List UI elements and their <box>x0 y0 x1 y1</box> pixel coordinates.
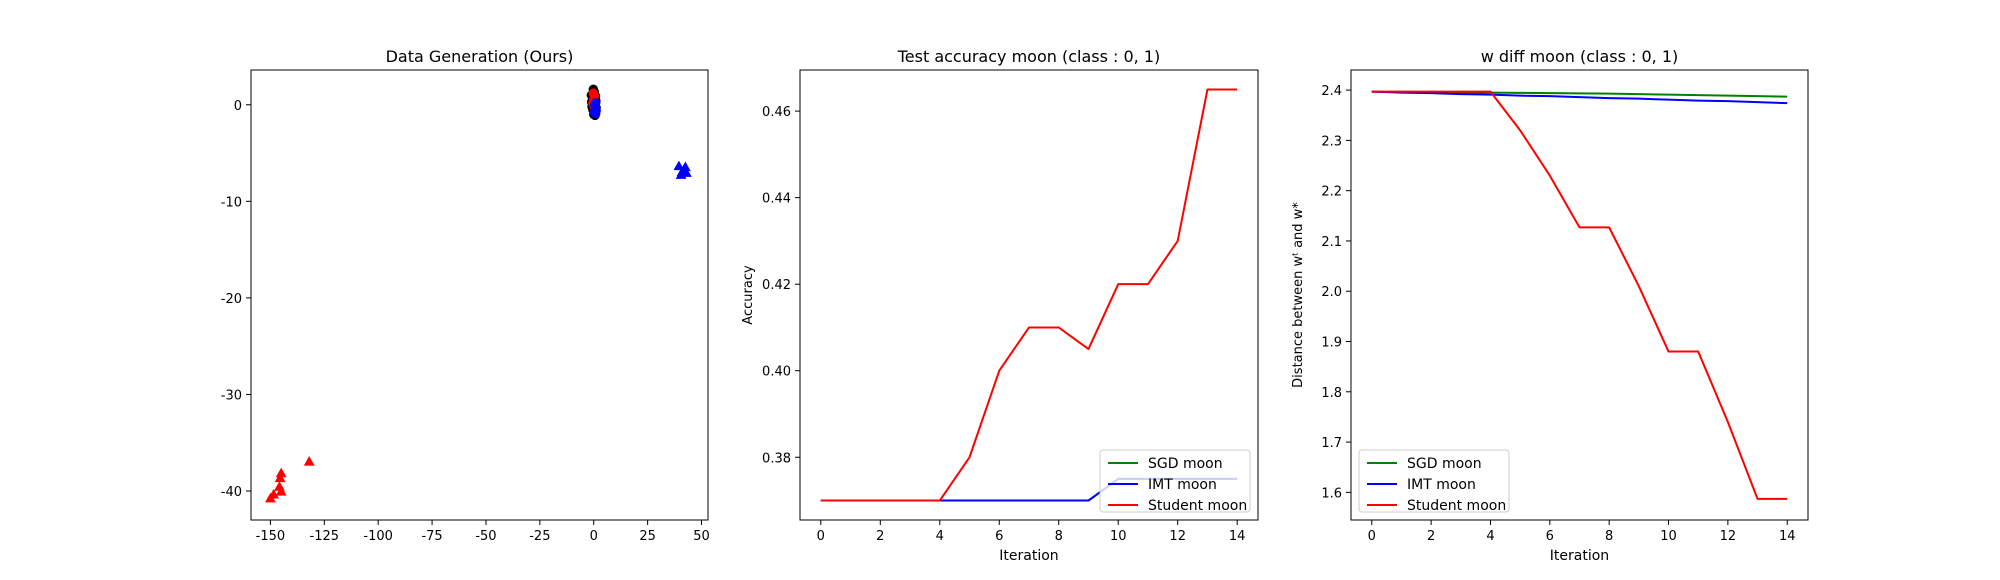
series-line-student-moon <box>820 88 1238 502</box>
chart-3: w diff moon (class : 0, 1) 0 2 4 6 8 10 12 14 1.6… <box>1291 47 1809 564</box>
chart-title: w diff moon (class : 0, 1) <box>1481 47 1679 66</box>
x-tick-label: 25 <box>639 529 656 544</box>
y-tick-label: 1.9 <box>1321 336 1342 351</box>
y-tick-label: 1.7 <box>1321 436 1342 451</box>
y-tick-label: 2.3 <box>1321 134 1342 149</box>
y-tick-label: 2.0 <box>1321 285 1342 300</box>
x-tick-label: 50 <box>693 529 710 544</box>
legend-label: Student moon <box>1148 498 1247 514</box>
legend-label: Student moon <box>1407 498 1506 514</box>
red-triangle-point <box>274 472 286 483</box>
y-tick-label: 2.4 <box>1321 84 1342 99</box>
legend-box <box>1099 449 1251 513</box>
y-tick-label: 1.8 <box>1321 386 1342 401</box>
y-tick-label: -30 <box>221 388 242 403</box>
chart-1: Data Generation (Ours)-150 -125 -100 -75 -50… <box>221 47 710 544</box>
series-line-imt-moon <box>1371 90 1788 105</box>
x-tick-label: -150 <box>256 529 286 544</box>
y-tick-label: 0.42 <box>762 278 791 293</box>
blue-triangle-point <box>681 167 692 177</box>
chart-title: Test accuracy moon (class : 0, 1) <box>897 47 1161 66</box>
x-tick-label: 14 <box>1779 529 1796 544</box>
y-tick-label: 0.38 <box>762 451 791 466</box>
blue-point <box>590 108 601 119</box>
y-tick-label: 2.1 <box>1321 235 1342 250</box>
plot-frame <box>799 69 1259 521</box>
x-tick-label: -75 <box>421 529 442 544</box>
x-tick-label: 0 <box>1368 529 1376 544</box>
y-tick-label: -20 <box>221 292 242 307</box>
x-tick-label: 12 <box>1720 529 1737 544</box>
red-triangle-point <box>303 456 315 466</box>
x-tick-label: -100 <box>363 529 393 544</box>
legend-label: SGD moon <box>1407 456 1482 472</box>
x-tick-label: 14 <box>1229 529 1246 544</box>
legend: SGD moon IMT moon Student moon <box>1358 449 1510 514</box>
legend-label: IMT moon <box>1407 477 1476 493</box>
y-axis-label: Distance between wᵗ and w* <box>1291 202 1306 388</box>
x-tick-label: 0 <box>817 529 825 544</box>
x-tick-label: 6 <box>995 529 1003 544</box>
y-tick-label: 2.2 <box>1321 185 1342 200</box>
y-tick-label: 1.6 <box>1321 486 1342 501</box>
y-tick-label: 0.46 <box>762 105 791 120</box>
legend-label: SGD moon <box>1148 456 1223 472</box>
x-tick-label: 10 <box>1660 529 1677 544</box>
chart-title: Data Generation (Ours) <box>386 47 574 66</box>
y-tick-label: -40 <box>221 485 242 500</box>
y-tick-label: 0.44 <box>762 192 791 207</box>
x-tick-label: 2 <box>1427 529 1435 544</box>
chart-2: Test accuracy moon (class : 0, 1) 0 2 4 6 8 10… <box>741 47 1259 564</box>
plot-area <box>265 84 692 503</box>
series-line-student-moon <box>1371 90 1788 500</box>
x-tick-label: -25 <box>529 529 550 544</box>
red-triangle-point <box>265 492 276 503</box>
x-tick-label: 2 <box>876 529 884 544</box>
legend-label: IMT moon <box>1148 477 1217 493</box>
plot-frame <box>1350 69 1809 521</box>
x-tick-label: 4 <box>1486 529 1494 544</box>
x-tick-label: 8 <box>1055 529 1063 544</box>
x-axis-label: Iteration <box>1550 548 1609 564</box>
y-tick-label: -10 <box>221 195 242 210</box>
plot-frame <box>250 69 709 521</box>
legend-box <box>1358 449 1510 513</box>
x-tick-label: 0 <box>590 529 598 544</box>
x-tick-label: 4 <box>936 529 944 544</box>
plot-area <box>820 88 1238 502</box>
legend: SGD moon IMT moon Student moon <box>1099 449 1251 514</box>
x-tick-label: 8 <box>1605 529 1613 544</box>
x-tick-label: 12 <box>1169 529 1186 544</box>
red-triangle-point <box>275 467 287 478</box>
x-tick-label: 6 <box>1546 529 1554 544</box>
plot-area <box>1371 90 1788 500</box>
x-tick-label: 10 <box>1110 529 1127 544</box>
x-axis-label: Iteration <box>999 548 1058 564</box>
y-axis-label: Accuracy <box>741 265 756 325</box>
x-tick-label: -50 <box>475 529 496 544</box>
x-tick-label: -125 <box>310 529 340 544</box>
blue-triangle-point <box>679 161 691 172</box>
y-tick-label: 0.40 <box>762 365 791 380</box>
y-tick-label: 0 <box>234 99 242 114</box>
red-triangle-point <box>275 485 287 496</box>
